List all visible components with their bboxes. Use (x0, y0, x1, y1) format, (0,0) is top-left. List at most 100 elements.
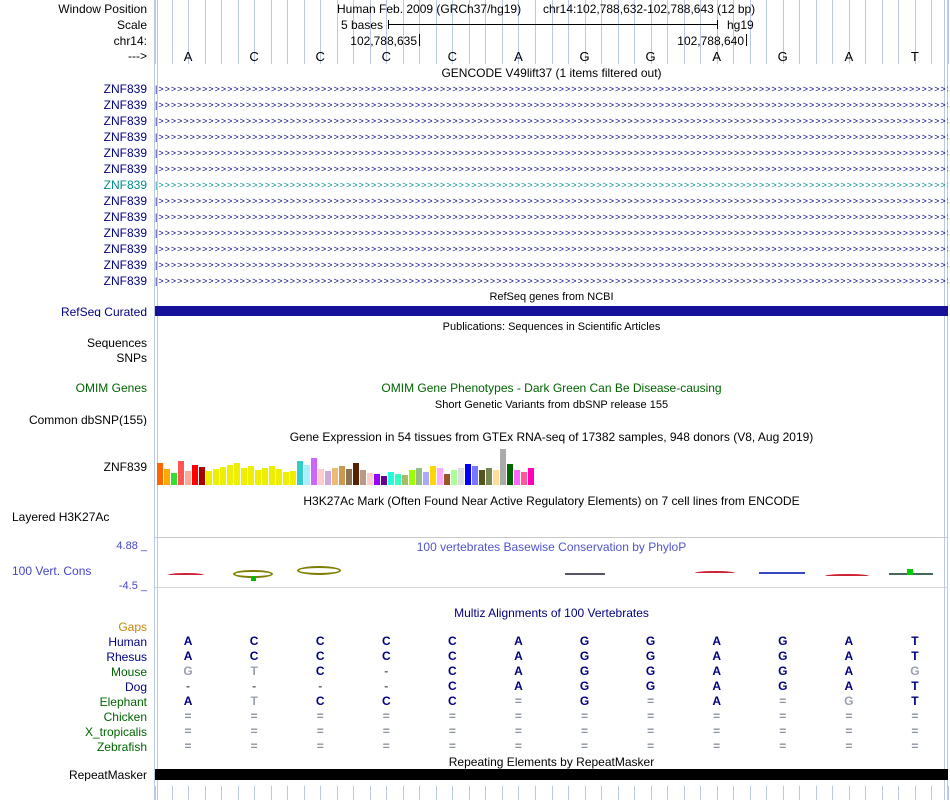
gencode-transcript-label[interactable]: ZNF839 (103, 114, 147, 128)
gencode-transcript-label[interactable]: ZNF839 (103, 98, 147, 112)
transcript-intron-arrows[interactable]: |>>>>>>>>>>>>>>>>>>>>>>>>>>>>>>>>>>>>>>>… (155, 276, 948, 286)
omim-track-title[interactable]: OMIM Gene Phenotypes - Dark Green Can Be… (381, 381, 722, 395)
h3k27ac-track-area[interactable] (155, 508, 948, 538)
multiz-species-row[interactable]: Elephant A T C C C = G = A = G T (0, 694, 950, 709)
cons-row: 100 Vert. Cons -4.5 _ (0, 553, 950, 593)
refseq-track-label[interactable]: RefSeq Curated (60, 305, 147, 317)
multiz-species-row[interactable]: Human A C C C C A G G A G A T (0, 634, 950, 649)
rmsk-row[interactable]: RepeatMasker (0, 768, 950, 781)
h3k27ac-track-title[interactable]: H3K27Ac Mark (Often Found Near Active Re… (303, 494, 800, 508)
gtex-track-title[interactable]: Gene Expression in 54 tissues from GTEx … (289, 430, 814, 444)
alignment-row: = = = = = = = = = = = = (155, 709, 948, 724)
gencode-transcript-label[interactable]: ZNF839 (103, 242, 147, 256)
ruler-tick (452, 786, 454, 800)
alignment-base: G (645, 634, 656, 648)
gencode-transcript-row[interactable]: ZNF839 |>>>>>>>>>>>>>>>>>>>>>>>>>>>>>>>>>… (0, 97, 950, 113)
gencode-transcript-row[interactable]: ZNF839 |>>>>>>>>>>>>>>>>>>>>>>>>>>>>>>>>>… (0, 273, 950, 289)
gtex-tissue-bar (332, 468, 338, 485)
multiz-species-row[interactable]: Zebrafish = = = = = = = = = = = = (0, 739, 950, 754)
species-label[interactable]: Elephant (99, 694, 147, 709)
species-label[interactable]: Rhesus (106, 649, 147, 664)
gencode-transcript-row[interactable]: ZNF839 |>>>>>>>>>>>>>>>>>>>>>>>>>>>>>>>>>… (0, 177, 950, 193)
ruler-tick (320, 0, 322, 64)
gtex-track-label[interactable]: ZNF839 (103, 460, 147, 474)
transcript-intron-arrows[interactable]: |>>>>>>>>>>>>>>>>>>>>>>>>>>>>>>>>>>>>>>>… (155, 132, 948, 142)
gencode-transcript-row[interactable]: ZNF839 |>>>>>>>>>>>>>>>>>>>>>>>>>>>>>>>>>… (0, 193, 950, 209)
refseq-track-title[interactable]: RefSeq genes from NCBI (489, 291, 614, 303)
ruler-tick (749, 0, 751, 64)
transcript-intron-arrows[interactable]: |>>>>>>>>>>>>>>>>>>>>>>>>>>>>>>>>>>>>>>>… (155, 196, 948, 206)
h3k27ac-center-row: H3K27Ac Mark (Often Found Near Active Re… (0, 494, 950, 508)
species-label[interactable]: X_tropicalis (84, 724, 147, 739)
gencode-transcript-label[interactable]: ZNF839 (103, 162, 147, 176)
transcript-intron-arrows[interactable]: |>>>>>>>>>>>>>>>>>>>>>>>>>>>>>>>>>>>>>>>… (155, 84, 948, 94)
gencode-transcript-label[interactable]: ZNF839 (103, 82, 147, 96)
refseq-row[interactable]: RefSeq Curated (0, 305, 950, 317)
gencode-transcript-row[interactable]: ZNF839 |>>>>>>>>>>>>>>>>>>>>>>>>>>>>>>>>>… (0, 113, 950, 129)
omim-track-label[interactable]: OMIM Genes (75, 381, 147, 395)
ruler-tick (369, 786, 371, 800)
transcript-intron-arrows[interactable]: |>>>>>>>>>>>>>>>>>>>>>>>>>>>>>>>>>>>>>>>… (155, 116, 948, 126)
transcript-intron-arrows[interactable]: |>>>>>>>>>>>>>>>>>>>>>>>>>>>>>>>>>>>>>>>… (155, 180, 948, 190)
gencode-transcript-row[interactable]: ZNF839 |>>>>>>>>>>>>>>>>>>>>>>>>>>>>>>>>>… (0, 145, 950, 161)
multiz-track-title[interactable]: Multiz Alignments of 100 Vertebrates (454, 606, 649, 620)
publications-track-title[interactable]: Publications: Sequences in Scientific Ar… (442, 321, 661, 333)
species-label[interactable]: Mouse (110, 664, 147, 679)
alignment-base: T (911, 694, 919, 708)
transcript-intron-arrows[interactable]: |>>>>>>>>>>>>>>>>>>>>>>>>>>>>>>>>>>>>>>>… (155, 260, 948, 270)
multiz-species-row[interactable]: Mouse G T C - C A G G A G A G (0, 664, 950, 679)
ruler-tick (865, 786, 867, 800)
gencode-transcript-row[interactable]: ZNF839 |>>>>>>>>>>>>>>>>>>>>>>>>>>>>>>>>>… (0, 81, 950, 97)
multiz-species-row[interactable]: Dog - - - - C A G G A G A T (0, 679, 950, 694)
transcript-intron-arrows[interactable]: |>>>>>>>>>>>>>>>>>>>>>>>>>>>>>>>>>>>>>>>… (155, 148, 948, 158)
sequences-track-label[interactable]: Sequences (86, 336, 147, 349)
h3k27ac-track-label[interactable]: Layered H3K27Ac (12, 510, 110, 524)
conservation-plot[interactable] (155, 553, 948, 593)
transcript-intron-arrows[interactable]: |>>>>>>>>>>>>>>>>>>>>>>>>>>>>>>>>>>>>>>>… (155, 212, 948, 222)
gencode-transcript-row[interactable]: ZNF839 |>>>>>>>>>>>>>>>>>>>>>>>>>>>>>>>>>… (0, 129, 950, 145)
species-label[interactable]: Dog (124, 679, 147, 694)
transcript-intron-arrows[interactable]: |>>>>>>>>>>>>>>>>>>>>>>>>>>>>>>>>>>>>>>>… (155, 100, 948, 110)
gencode-transcript-label[interactable]: ZNF839 (103, 178, 147, 192)
gencode-transcript-label[interactable]: ZNF839 (103, 194, 147, 208)
gaps-label[interactable]: Gaps (118, 620, 147, 633)
gencode-transcript-label[interactable]: ZNF839 (103, 226, 147, 240)
species-label[interactable]: Zebrafish (96, 739, 147, 754)
gencode-transcript-label[interactable]: ZNF839 (103, 146, 147, 160)
gencode-transcript-row[interactable]: ZNF839 |>>>>>>>>>>>>>>>>>>>>>>>>>>>>>>>>>… (0, 241, 950, 257)
dbsnp-track-title[interactable]: Short Genetic Variants from dbSNP releas… (434, 399, 669, 411)
snps-track-label[interactable]: SNPs (116, 351, 147, 364)
cons-track-label[interactable]: 100 Vert. Cons (12, 564, 92, 578)
gencode-transcript-row[interactable]: ZNF839 |>>>>>>>>>>>>>>>>>>>>>>>>>>>>>>>>>… (0, 209, 950, 225)
alignment-base: T (911, 649, 919, 663)
ruler-tick (188, 786, 189, 800)
gencode-transcript-row[interactable]: ZNF839 |>>>>>>>>>>>>>>>>>>>>>>>>>>>>>>>>>… (0, 225, 950, 241)
rmsk-bar[interactable] (155, 769, 948, 780)
multiz-species-row[interactable]: Rhesus A C C C C A G G A G A T (0, 649, 950, 664)
conservation-track-title[interactable]: 100 vertebrates Basewise Conservation by… (416, 540, 687, 554)
rmsk-track-title[interactable]: Repeating Elements by RepeatMasker (448, 755, 655, 769)
gencode-transcript-row[interactable]: ZNF839 |>>>>>>>>>>>>>>>>>>>>>>>>>>>>>>>>>… (0, 257, 950, 273)
transcript-intron-arrows[interactable]: |>>>>>>>>>>>>>>>>>>>>>>>>>>>>>>>>>>>>>>>… (155, 164, 948, 174)
transcript-intron-arrows[interactable]: |>>>>>>>>>>>>>>>>>>>>>>>>>>>>>>>>>>>>>>>… (155, 228, 948, 238)
gtex-bars[interactable] (157, 447, 534, 485)
multiz-species-row[interactable]: X_tropicalis = = = = = = = = = = = = (0, 724, 950, 739)
rmsk-track-label[interactable]: RepeatMasker (68, 768, 147, 781)
gencode-transcript-label[interactable]: ZNF839 (103, 130, 147, 144)
gencode-transcript-label[interactable]: ZNF839 (103, 274, 147, 288)
gencode-track-title[interactable]: GENCODE V49lift37 (1 items filtered out) (441, 66, 662, 80)
refseq-gene-bar[interactable] (155, 306, 948, 316)
ruler-tick (468, 786, 470, 800)
transcript-intron-arrows[interactable]: |>>>>>>>>>>>>>>>>>>>>>>>>>>>>>>>>>>>>>>>… (155, 244, 948, 254)
gtex-tissue-bar (339, 466, 345, 485)
ruler-tick (832, 786, 834, 800)
dbsnp-track-label[interactable]: Common dbSNP(155) (28, 413, 147, 426)
scale-ruler (388, 19, 718, 30)
gencode-transcript-label[interactable]: ZNF839 (103, 210, 147, 224)
species-label[interactable]: Human (108, 634, 147, 649)
gencode-transcript-row[interactable]: ZNF839 |>>>>>>>>>>>>>>>>>>>>>>>>>>>>>>>>>… (0, 161, 950, 177)
multiz-species-row[interactable]: Chicken = = = = = = = = = = = = (0, 709, 950, 724)
species-label[interactable]: Chicken (103, 709, 147, 724)
ruler-tick (221, 786, 223, 800)
gencode-transcript-label[interactable]: ZNF839 (103, 258, 147, 272)
